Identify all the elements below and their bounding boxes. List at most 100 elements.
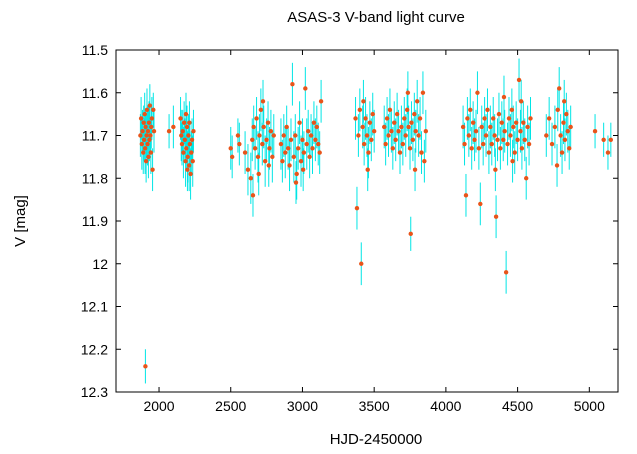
data-point [396, 129, 401, 134]
data-point [260, 99, 266, 104]
data-point [511, 124, 516, 130]
data-point [505, 141, 510, 147]
data-point [386, 133, 391, 138]
data-point [235, 133, 241, 138]
data-point [478, 201, 483, 207]
data-point [400, 141, 406, 147]
data-point [303, 86, 308, 91]
data-point [466, 133, 472, 138]
data-point [525, 124, 530, 130]
data-point [509, 107, 515, 113]
data-point [601, 137, 606, 142]
data-point [367, 120, 373, 125]
data-point [365, 167, 370, 172]
data-point [280, 158, 285, 164]
data-point [283, 150, 288, 155]
plot-frame [115, 49, 619, 393]
data-point [254, 116, 259, 121]
data-point [363, 116, 368, 121]
data-point [491, 116, 496, 121]
data-point [397, 150, 403, 155]
data-point [503, 270, 509, 275]
data-point [413, 129, 418, 134]
data-point [314, 124, 319, 130]
data-point [190, 158, 195, 164]
data-point [422, 158, 427, 164]
data-point [404, 107, 410, 113]
data-point [181, 120, 187, 125]
data-point [371, 129, 377, 134]
data-point [146, 154, 151, 160]
data-point [519, 146, 525, 151]
data-point [389, 129, 394, 134]
data-point [140, 129, 145, 134]
data-point [406, 124, 411, 130]
data-point [393, 137, 398, 142]
data-point [166, 129, 172, 134]
data-point [183, 158, 188, 164]
data-point [278, 141, 284, 147]
data-point [228, 146, 233, 151]
y-tick-label: 11.8 [82, 170, 108, 186]
data-point [392, 120, 397, 125]
data-point [291, 154, 297, 160]
data-point [293, 133, 298, 138]
data-point [528, 116, 533, 121]
data-point [250, 137, 255, 142]
data-point [489, 141, 494, 147]
y-axis-label: V [mag] [12, 195, 29, 247]
data-point [189, 137, 195, 142]
x-tick-label: 2500 [215, 398, 246, 414]
data-point [262, 158, 268, 164]
data-point [171, 124, 176, 130]
data-point [555, 107, 560, 113]
data-point [405, 90, 411, 95]
data-point [260, 141, 265, 147]
data-point [229, 154, 235, 160]
y-tick-label: 11.5 [82, 42, 108, 58]
data-point [370, 111, 375, 117]
data-point [313, 137, 318, 142]
y-tick-label: 12.1 [81, 299, 108, 315]
data-point [185, 167, 190, 172]
data-point [148, 133, 153, 138]
data-point [472, 137, 477, 142]
data-point [387, 107, 393, 113]
data-point [151, 107, 156, 113]
data-point [492, 133, 497, 138]
data-point [403, 133, 408, 138]
data-point [462, 141, 467, 147]
data-point [308, 133, 314, 138]
data-point [147, 137, 152, 142]
data-point [476, 146, 482, 151]
data-point [407, 146, 413, 151]
data-point [508, 133, 513, 138]
data-point [248, 176, 254, 181]
data-point [288, 137, 294, 142]
x-tick-label: 3000 [287, 398, 318, 414]
data-point [390, 146, 396, 151]
data-point [151, 129, 157, 134]
data-point [145, 141, 150, 147]
data-point [354, 205, 360, 211]
data-point [510, 158, 515, 164]
data-point [184, 146, 189, 151]
data-point [284, 124, 289, 130]
x-tick-label: 2000 [143, 398, 174, 414]
data-point [361, 99, 366, 104]
data-point [281, 133, 287, 138]
data-point [568, 124, 573, 130]
data-point [300, 167, 306, 172]
data-point [264, 137, 269, 142]
data-point [138, 116, 144, 121]
x-tick-label: 3500 [359, 398, 390, 414]
data-point [360, 124, 365, 130]
data-point [559, 150, 565, 155]
x-tick-label: 5000 [574, 398, 605, 414]
data-point [465, 116, 470, 121]
data-point [468, 107, 473, 113]
data-point [359, 261, 364, 266]
data-point [186, 133, 191, 138]
data-point [149, 116, 155, 121]
data-point [178, 116, 183, 121]
